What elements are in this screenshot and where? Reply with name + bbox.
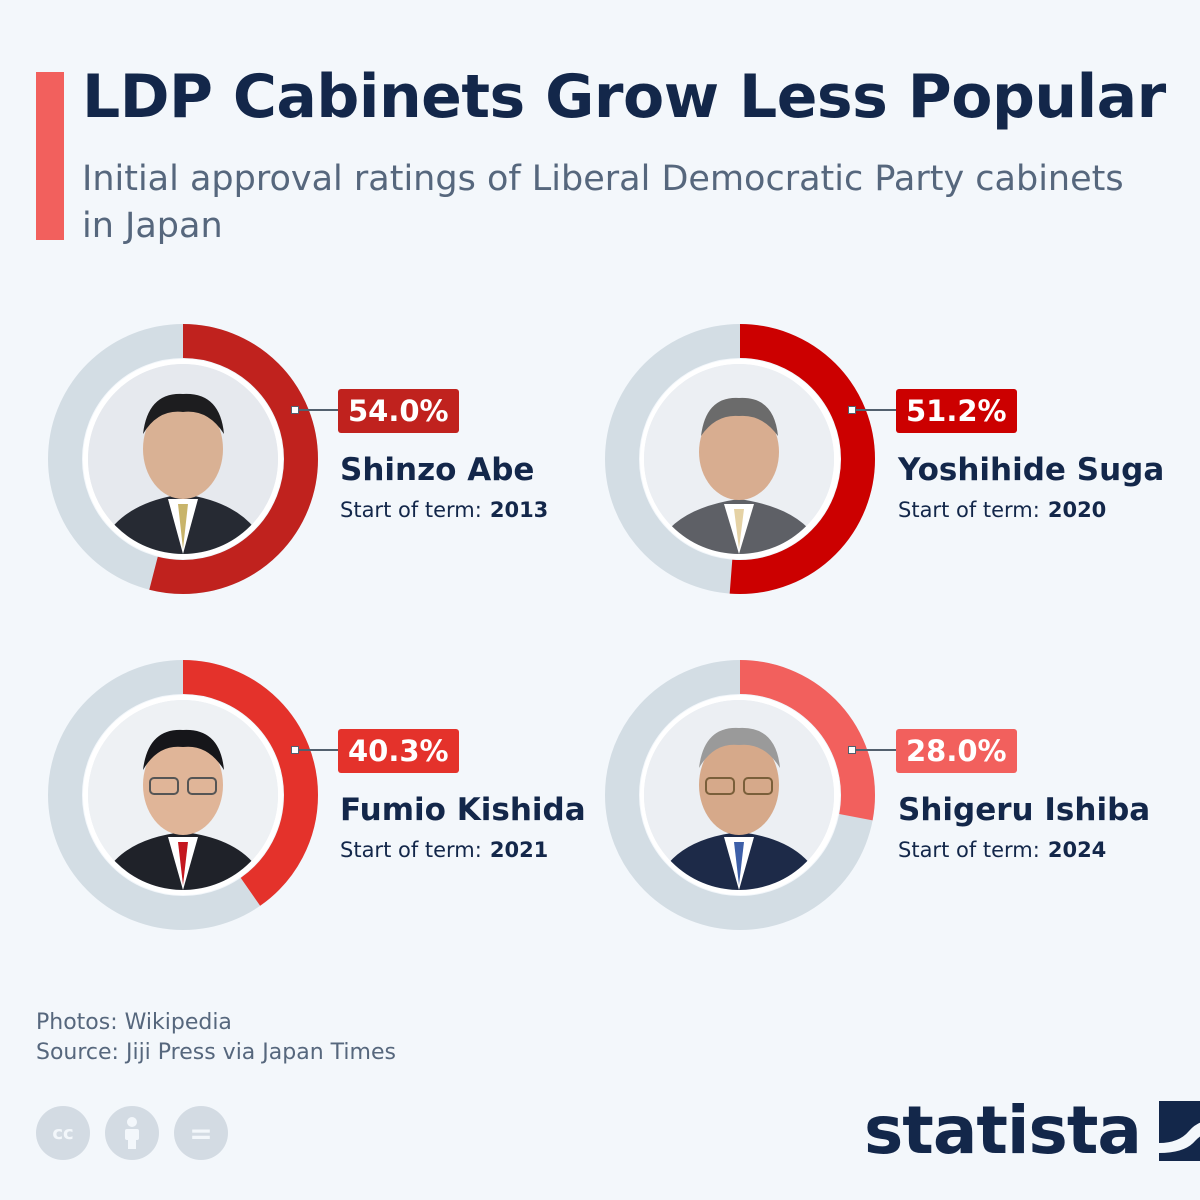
term-year-ishiba: 2024 xyxy=(1047,838,1107,862)
statista-logo-icon xyxy=(1158,1101,1200,1161)
connector-line-ishiba xyxy=(852,749,896,751)
term-label: Start of term: xyxy=(340,498,482,522)
connector-dot-kishida xyxy=(291,746,299,754)
term-year-suga: 2020 xyxy=(1047,498,1107,522)
cc-icon[interactable]: cc xyxy=(36,1106,90,1160)
cc-label: cc xyxy=(52,1122,74,1144)
credits: Photos: Wikipedia Source: Jiji Press via… xyxy=(36,1008,396,1068)
pm-name-suga: Yoshihide Suga xyxy=(898,452,1165,488)
term-line-abe: Start of term: 2013 xyxy=(340,498,548,522)
donut-arc-ishiba xyxy=(605,660,875,930)
photos-credit: Photos: Wikipedia xyxy=(36,1010,232,1035)
value-badge-abe: 54.0% xyxy=(338,389,459,433)
connector-dot-suga xyxy=(848,406,856,414)
donut-arc-suga xyxy=(605,324,875,594)
nd-label: = xyxy=(189,1116,213,1150)
term-year-abe: 2013 xyxy=(489,498,549,522)
attribution-icon[interactable] xyxy=(105,1106,159,1160)
chart-title: LDP Cabinets Grow Less Popular xyxy=(82,62,1166,132)
connector-dot-abe xyxy=(291,406,299,414)
chart-subtitle: Initial approval ratings of Liberal Demo… xyxy=(82,159,1124,246)
term-line-kishida: Start of term: 2021 xyxy=(340,838,548,862)
portrait-photo-abe xyxy=(88,364,278,554)
pm-name-ishiba: Shigeru Ishiba xyxy=(898,792,1151,828)
value-badge-ishiba: 28.0% xyxy=(896,729,1017,773)
pm-name-kishida: Fumio Kishida xyxy=(340,792,586,828)
statista-logo[interactable]: statista xyxy=(864,1098,1200,1164)
license-icons: cc = xyxy=(36,1106,228,1160)
connector-dot-ishiba xyxy=(848,746,856,754)
portrait-photo-suga xyxy=(644,364,834,554)
donut-arc-abe xyxy=(48,324,318,594)
donut-grid: 54.0% 51.2% 40.3% 28.0% Shinzo Abe Yoshi… xyxy=(48,324,1165,930)
term-year-kishida: 2021 xyxy=(489,838,549,862)
value-badge-suga: 51.2% xyxy=(896,389,1017,433)
term-label: Start of term: xyxy=(898,838,1040,862)
donut-arc-kishida xyxy=(48,660,318,930)
term-line-ishiba: Start of term: 2024 xyxy=(898,838,1106,862)
term-line-suga: Start of term: 2020 xyxy=(898,498,1106,522)
portrait-photo-kishida xyxy=(88,700,278,890)
statista-wordmark: statista xyxy=(864,1092,1142,1169)
connector-line-suga xyxy=(852,409,896,411)
title-accent-bar xyxy=(36,72,64,240)
connector-line-kishida xyxy=(296,749,338,751)
portrait-photo-ishiba xyxy=(644,700,834,890)
term-label: Start of term: xyxy=(340,838,482,862)
source-note: Source: Jiji Press via Japan Times xyxy=(36,1040,396,1065)
connector-line-abe xyxy=(296,409,338,411)
value-badge-kishida: 40.3% xyxy=(338,729,459,773)
term-label: Start of term: xyxy=(898,498,1040,522)
no-derivatives-icon[interactable]: = xyxy=(174,1106,228,1160)
pm-name-abe: Shinzo Abe xyxy=(340,452,535,488)
